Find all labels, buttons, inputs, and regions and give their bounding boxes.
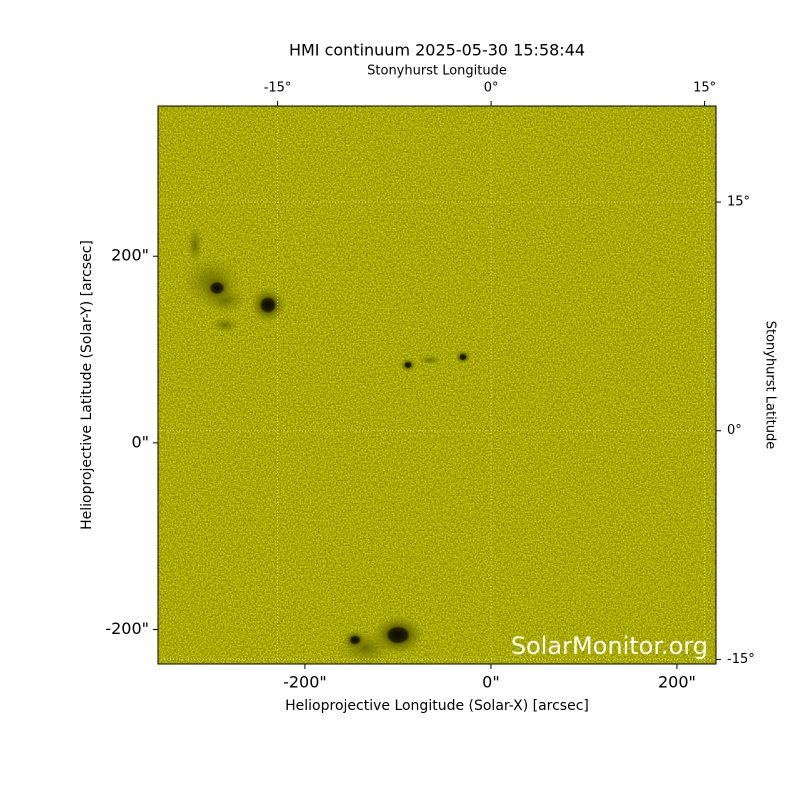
y-tick-label: 200"	[111, 246, 149, 265]
x2-tick-label: -15°	[264, 81, 292, 96]
axes-frame	[157, 105, 717, 665]
x2-tick-label: 0°	[484, 81, 499, 96]
x-axis-label: Helioprojective Longitude (Solar-X) [arc…	[285, 698, 589, 714]
x-tick-label: -200"	[283, 673, 327, 692]
x2-axis-label: Stonyhurst Longitude	[367, 64, 507, 79]
chart-title: HMI continuum 2025-05-30 15:58:44	[289, 41, 585, 60]
watermark: SolarMonitor.org	[511, 632, 708, 660]
y2-tick-label: 15°	[727, 195, 750, 210]
y2-tick-label: 0°	[727, 423, 742, 438]
y-tick-label: -200"	[105, 619, 149, 638]
x-tick-label: 0"	[482, 673, 500, 692]
y2-axis-label: Stonyhurst Latitude	[763, 321, 778, 450]
x-tick-label: 200"	[658, 673, 696, 692]
y2-tick-label: -15°	[727, 652, 755, 667]
y-axis-label: Helioprojective Latitude (Solar-Y) [arcs…	[79, 240, 95, 530]
sunspots	[182, 225, 471, 664]
granulation	[158, 106, 716, 664]
y-tick-label: 0"	[131, 432, 149, 451]
solar-image	[158, 106, 716, 664]
x2-tick-label: 15°	[693, 81, 716, 96]
